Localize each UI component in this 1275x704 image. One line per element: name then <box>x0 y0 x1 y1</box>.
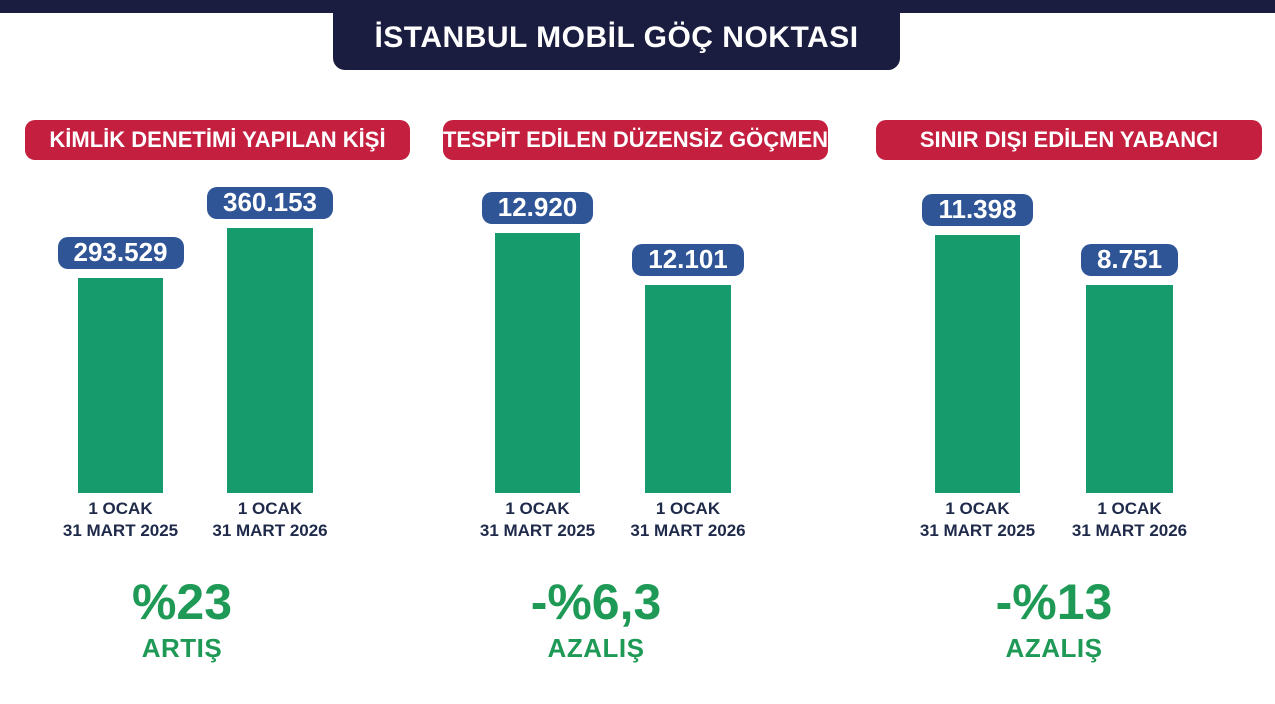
bar <box>1086 285 1173 493</box>
date-line2: 31 MART 2026 <box>1071 521 1188 540</box>
date-line2: 31 MART 2025 <box>479 521 596 540</box>
x-axis-label: 1 OCAK 31 MART 2025 <box>480 498 595 542</box>
date-line1: 1 OCAK <box>237 499 303 518</box>
value-chip: 11.398 <box>922 194 1033 226</box>
date-line1: 1 OCAK <box>88 499 153 518</box>
panel-header-label: TESPİT EDİLEN DÜZENSİZ GÖÇMEN <box>442 127 829 152</box>
bar-group-2025: 293.529 1 OCAK 31 MART 2025 <box>57 237 184 540</box>
bar <box>935 235 1020 493</box>
x-axis-label: 1 OCAK 31 MART 2026 <box>1072 498 1187 542</box>
change-value: -%13 <box>995 574 1113 630</box>
panel-header-sinir-disi: SINIR DIŞI EDİLEN YABANCI <box>876 120 1262 160</box>
change-indicator-azalis: -%6,3 AZALIŞ <box>531 577 662 664</box>
value-label: 360.153 <box>223 187 317 217</box>
change-value: -%6,3 <box>530 574 662 630</box>
panel-header-label: KİMLİK DENETİMİ YAPILAN KİŞİ <box>49 127 386 152</box>
bar <box>645 285 731 493</box>
date-line1: 1 OCAK <box>505 499 570 518</box>
change-label: AZALIŞ <box>1005 633 1103 663</box>
change-indicator-azalis: -%13 AZALIŞ <box>996 577 1113 664</box>
bar <box>495 233 580 493</box>
change-label: ARTIŞ <box>141 633 223 663</box>
value-label: 12.101 <box>648 244 728 274</box>
panel-header-duzensiz-gocmen: TESPİT EDİLEN DÜZENSİZ GÖÇMEN <box>443 120 828 160</box>
change-label: AZALIŞ <box>547 633 645 663</box>
value-label: 8.751 <box>1096 244 1163 274</box>
bar-group-2025: 12.920 1 OCAK 31 MART 2025 <box>480 192 595 540</box>
date-line2: 31 MART 2025 <box>62 521 179 540</box>
bar <box>227 228 313 493</box>
value-chip: 293.529 <box>57 237 184 269</box>
value-label: 293.529 <box>73 237 168 267</box>
x-axis-label: 1 OCAK 31 MART 2026 <box>630 498 745 542</box>
page-title: İSTANBUL MOBİL GÖÇ NOKTASI <box>374 21 859 54</box>
panel-header-label: SINIR DIŞI EDİLEN YABANCI <box>919 127 1219 152</box>
date-line1: 1 OCAK <box>945 499 1010 518</box>
bar <box>78 278 163 493</box>
bar-group-2026: 12.101 1 OCAK 31 MART 2026 <box>630 244 746 540</box>
change-indicator-artis: %23 ARTIŞ <box>132 577 232 664</box>
panel-header-kimlik-denetimi: KİMLİK DENETİMİ YAPILAN KİŞİ <box>25 120 410 160</box>
date-line2: 31 MART 2026 <box>630 521 746 540</box>
value-chip: 360.153 <box>207 187 333 219</box>
title-banner: İSTANBUL MOBİL GÖÇ NOKTASI <box>333 0 900 70</box>
value-label: 12.920 <box>497 192 578 222</box>
x-axis-label: 1 OCAK 31 MART 2025 <box>63 498 178 542</box>
date-line1: 1 OCAK <box>655 499 721 518</box>
bar-group-2026: 8.751 1 OCAK 31 MART 2026 <box>1072 244 1187 540</box>
bar-group-2026: 360.153 1 OCAK 31 MART 2026 <box>207 187 333 540</box>
date-line2: 31 MART 2025 <box>919 521 1036 540</box>
value-chip: 8.751 <box>1080 244 1179 276</box>
value-chip: 12.920 <box>481 192 594 224</box>
date-line1: 1 OCAK <box>1097 499 1162 518</box>
change-value: %23 <box>131 574 233 630</box>
bar-group-2025: 11.398 1 OCAK 31 MART 2025 <box>920 194 1035 540</box>
date-line2: 31 MART 2026 <box>212 521 328 540</box>
x-axis-label: 1 OCAK 31 MART 2025 <box>920 498 1035 542</box>
x-axis-label: 1 OCAK 31 MART 2026 <box>212 498 327 542</box>
value-chip: 12.101 <box>632 244 744 276</box>
value-label: 11.398 <box>938 194 1017 224</box>
